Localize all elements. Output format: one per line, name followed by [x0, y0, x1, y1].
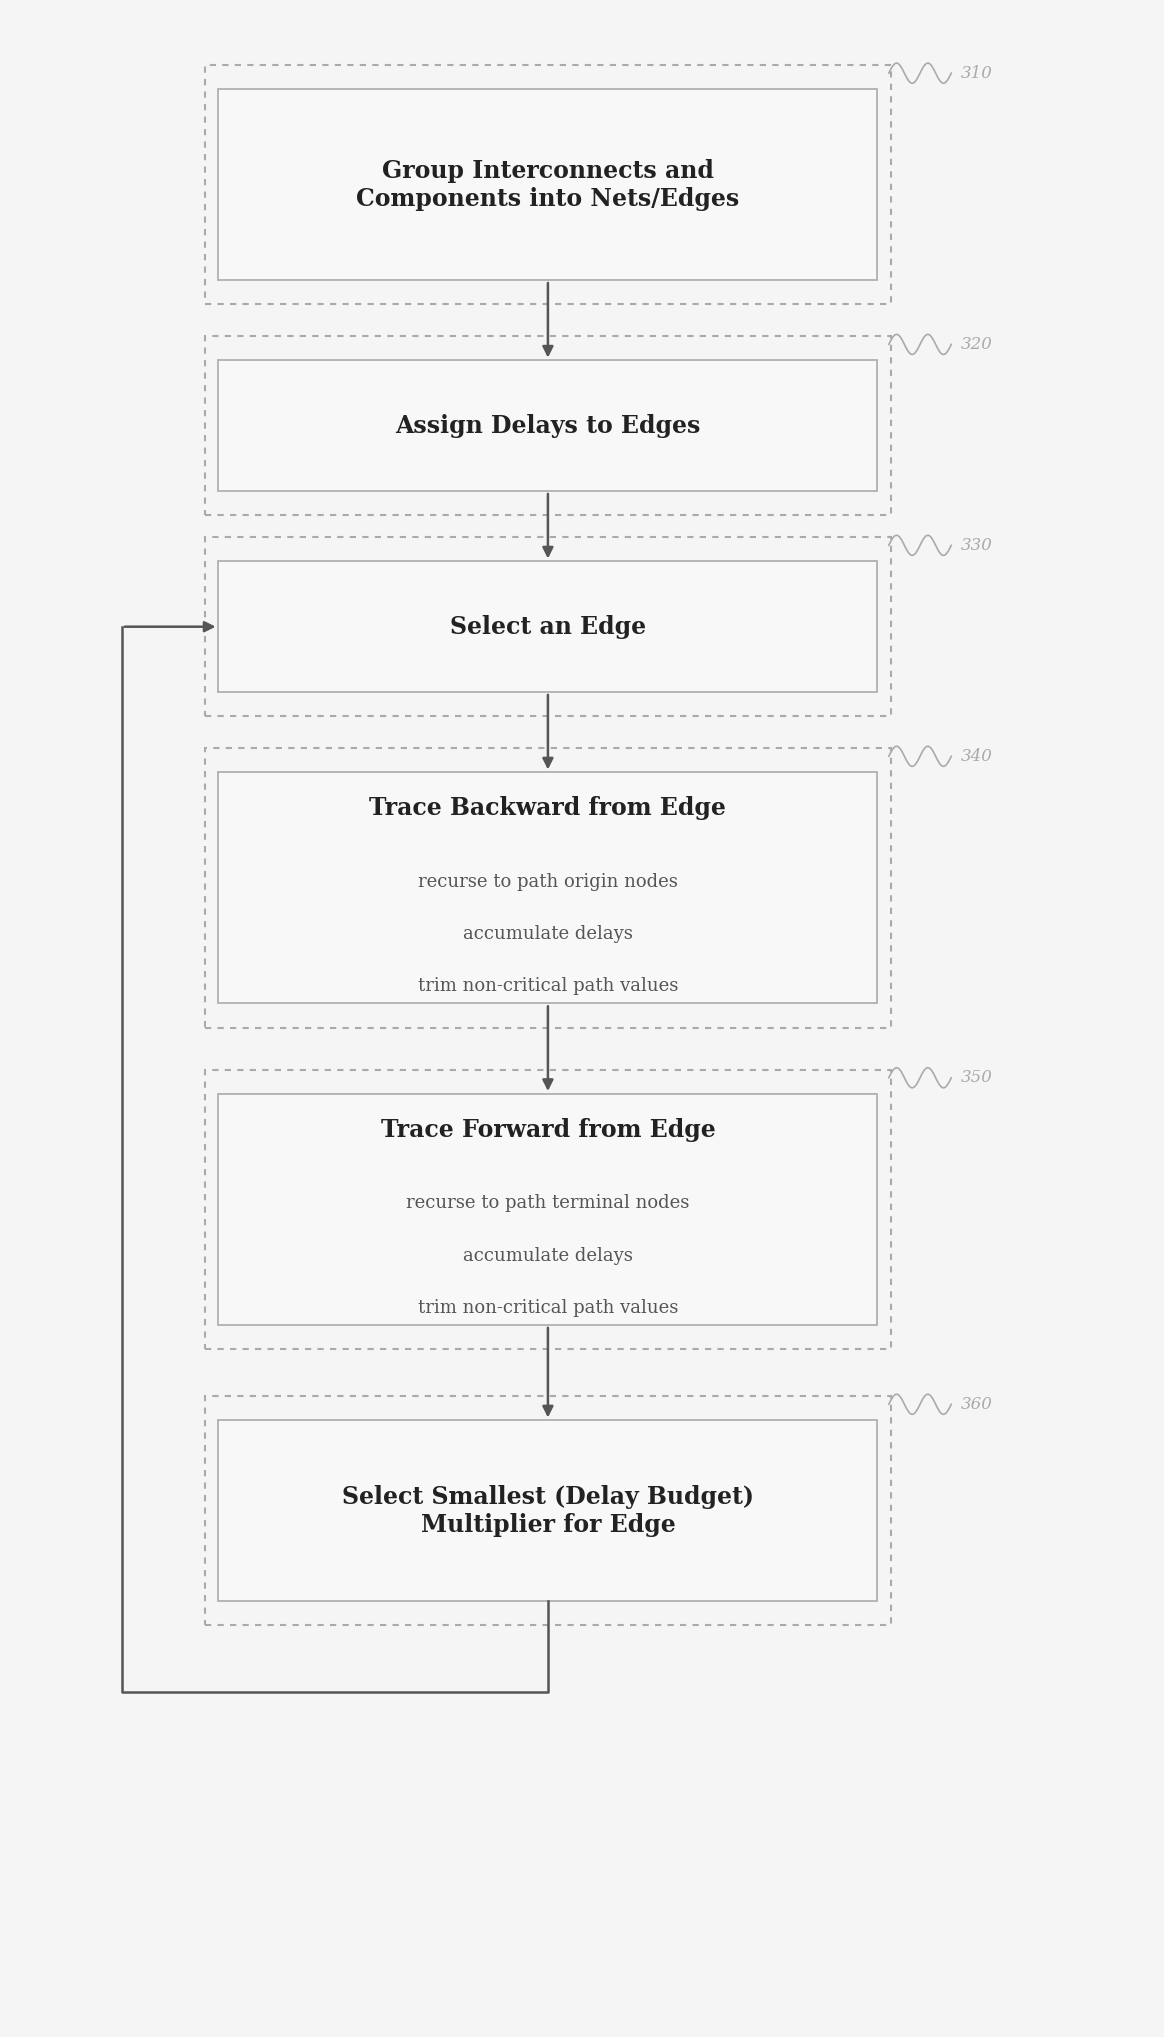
- Bar: [205, 65, 892, 304]
- Bar: [219, 361, 878, 491]
- Text: 330: 330: [960, 538, 992, 554]
- Text: 360: 360: [960, 1395, 992, 1414]
- Text: 350: 350: [960, 1069, 992, 1086]
- Bar: [219, 772, 878, 1004]
- Text: accumulate delays: accumulate delays: [463, 1247, 633, 1265]
- Text: Trace Forward from Edge: Trace Forward from Edge: [381, 1118, 716, 1143]
- Bar: [205, 1395, 892, 1626]
- Text: Select Smallest (Delay Budget)
Multiplier for Edge: Select Smallest (Delay Budget) Multiplie…: [342, 1485, 754, 1536]
- Text: trim non-critical path values: trim non-critical path values: [418, 1300, 679, 1316]
- Text: 340: 340: [960, 748, 992, 764]
- Text: accumulate delays: accumulate delays: [463, 925, 633, 943]
- Text: Group Interconnects and
Components into Nets/Edges: Group Interconnects and Components into …: [356, 159, 739, 210]
- Text: 320: 320: [960, 336, 992, 352]
- Text: recurse to path origin nodes: recurse to path origin nodes: [418, 872, 677, 890]
- Bar: [219, 1094, 878, 1324]
- Text: Trace Backward from Edge: Trace Backward from Edge: [369, 796, 726, 821]
- Bar: [205, 1069, 892, 1348]
- Bar: [219, 1420, 878, 1601]
- Text: Assign Delays to Edges: Assign Delays to Edges: [396, 414, 701, 438]
- Bar: [205, 336, 892, 515]
- Bar: [205, 748, 892, 1027]
- Text: trim non-critical path values: trim non-critical path values: [418, 978, 679, 996]
- Text: Select an Edge: Select an Edge: [449, 615, 646, 640]
- Bar: [219, 90, 878, 281]
- Bar: [219, 562, 878, 693]
- Text: 310: 310: [960, 65, 992, 81]
- Bar: [205, 538, 892, 717]
- Text: recurse to path terminal nodes: recurse to path terminal nodes: [406, 1194, 689, 1212]
